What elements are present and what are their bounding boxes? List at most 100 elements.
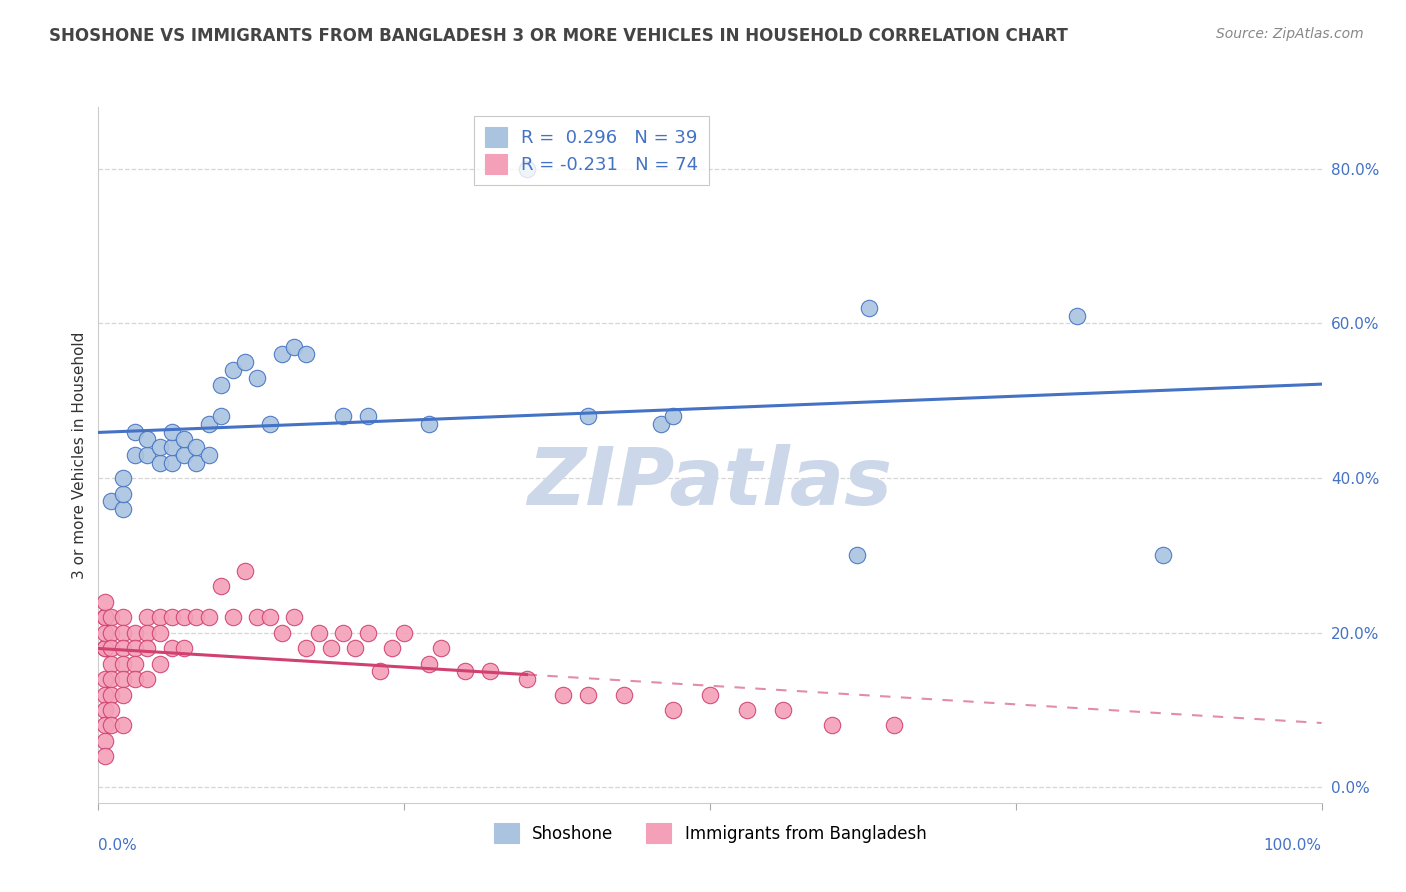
Point xyxy=(270,347,294,361)
Point xyxy=(111,641,134,656)
Point xyxy=(454,665,477,679)
Point xyxy=(93,610,115,624)
Point xyxy=(259,417,281,431)
Point xyxy=(1066,309,1088,323)
Point xyxy=(100,688,122,702)
Text: SHOSHONE VS IMMIGRANTS FROM BANGLADESH 3 OR MORE VEHICLES IN HOUSEHOLD CORRELATI: SHOSHONE VS IMMIGRANTS FROM BANGLADESH 3… xyxy=(49,27,1069,45)
Point xyxy=(662,703,685,717)
Point xyxy=(209,579,232,593)
Point xyxy=(186,440,208,454)
Point xyxy=(233,355,256,369)
Point xyxy=(418,657,440,671)
Point xyxy=(124,448,146,462)
Point xyxy=(136,610,159,624)
Point xyxy=(173,610,195,624)
Point xyxy=(772,703,794,717)
Point xyxy=(332,409,354,424)
Point xyxy=(858,301,880,315)
Point xyxy=(283,340,305,354)
Point xyxy=(576,409,599,424)
Point xyxy=(553,688,575,702)
Point xyxy=(430,641,453,656)
Point xyxy=(356,409,378,424)
Point xyxy=(149,625,172,640)
Point xyxy=(149,610,172,624)
Point xyxy=(515,161,537,176)
Point xyxy=(93,641,115,656)
Point xyxy=(93,672,115,686)
Point xyxy=(111,672,134,686)
Point xyxy=(149,657,172,671)
Point xyxy=(381,641,404,656)
Point xyxy=(197,417,219,431)
Text: 100.0%: 100.0% xyxy=(1264,838,1322,853)
Point xyxy=(821,718,844,732)
Point xyxy=(124,641,146,656)
Point xyxy=(136,672,159,686)
Point xyxy=(233,564,256,578)
Point xyxy=(111,610,134,624)
Point xyxy=(93,718,115,732)
Legend: R =  0.296   N = 39, R = -0.231   N = 74: R = 0.296 N = 39, R = -0.231 N = 74 xyxy=(474,116,709,185)
Point xyxy=(93,625,115,640)
Point xyxy=(100,703,122,717)
Point xyxy=(111,688,134,702)
Point xyxy=(100,610,122,624)
Point xyxy=(93,749,115,764)
Point xyxy=(1152,549,1174,563)
Point xyxy=(111,486,134,500)
Point xyxy=(136,625,159,640)
Point xyxy=(136,433,159,447)
Point xyxy=(418,417,440,431)
Point xyxy=(209,409,232,424)
Point xyxy=(197,448,219,462)
Point xyxy=(160,610,183,624)
Point xyxy=(173,641,195,656)
Point xyxy=(576,688,599,702)
Point xyxy=(845,549,868,563)
Point xyxy=(124,657,146,671)
Point xyxy=(332,625,354,640)
Point xyxy=(111,471,134,485)
Point xyxy=(93,688,115,702)
Point xyxy=(186,610,208,624)
Point xyxy=(93,595,115,609)
Point xyxy=(222,363,245,377)
Point xyxy=(136,448,159,462)
Point xyxy=(160,456,183,470)
Point xyxy=(93,641,115,656)
Point xyxy=(246,610,269,624)
Point xyxy=(173,433,195,447)
Point xyxy=(319,641,342,656)
Point xyxy=(392,625,416,640)
Text: Source: ZipAtlas.com: Source: ZipAtlas.com xyxy=(1216,27,1364,41)
Point xyxy=(160,440,183,454)
Point xyxy=(650,417,672,431)
Point xyxy=(124,672,146,686)
Point xyxy=(173,448,195,462)
Point xyxy=(149,456,172,470)
Point xyxy=(100,718,122,732)
Point xyxy=(111,625,134,640)
Point xyxy=(100,657,122,671)
Point xyxy=(295,641,318,656)
Point xyxy=(883,718,905,732)
Point xyxy=(368,665,391,679)
Point xyxy=(270,625,294,640)
Point xyxy=(111,502,134,516)
Point xyxy=(259,610,281,624)
Point xyxy=(160,425,183,439)
Point xyxy=(93,703,115,717)
Text: ZIPatlas: ZIPatlas xyxy=(527,443,893,522)
Point xyxy=(295,347,318,361)
Point xyxy=(662,409,685,424)
Point xyxy=(699,688,721,702)
Point xyxy=(100,672,122,686)
Point xyxy=(100,494,122,508)
Point xyxy=(356,625,378,640)
Point xyxy=(246,370,269,384)
Point xyxy=(283,610,305,624)
Point xyxy=(308,625,330,640)
Point xyxy=(111,657,134,671)
Point xyxy=(222,610,245,624)
